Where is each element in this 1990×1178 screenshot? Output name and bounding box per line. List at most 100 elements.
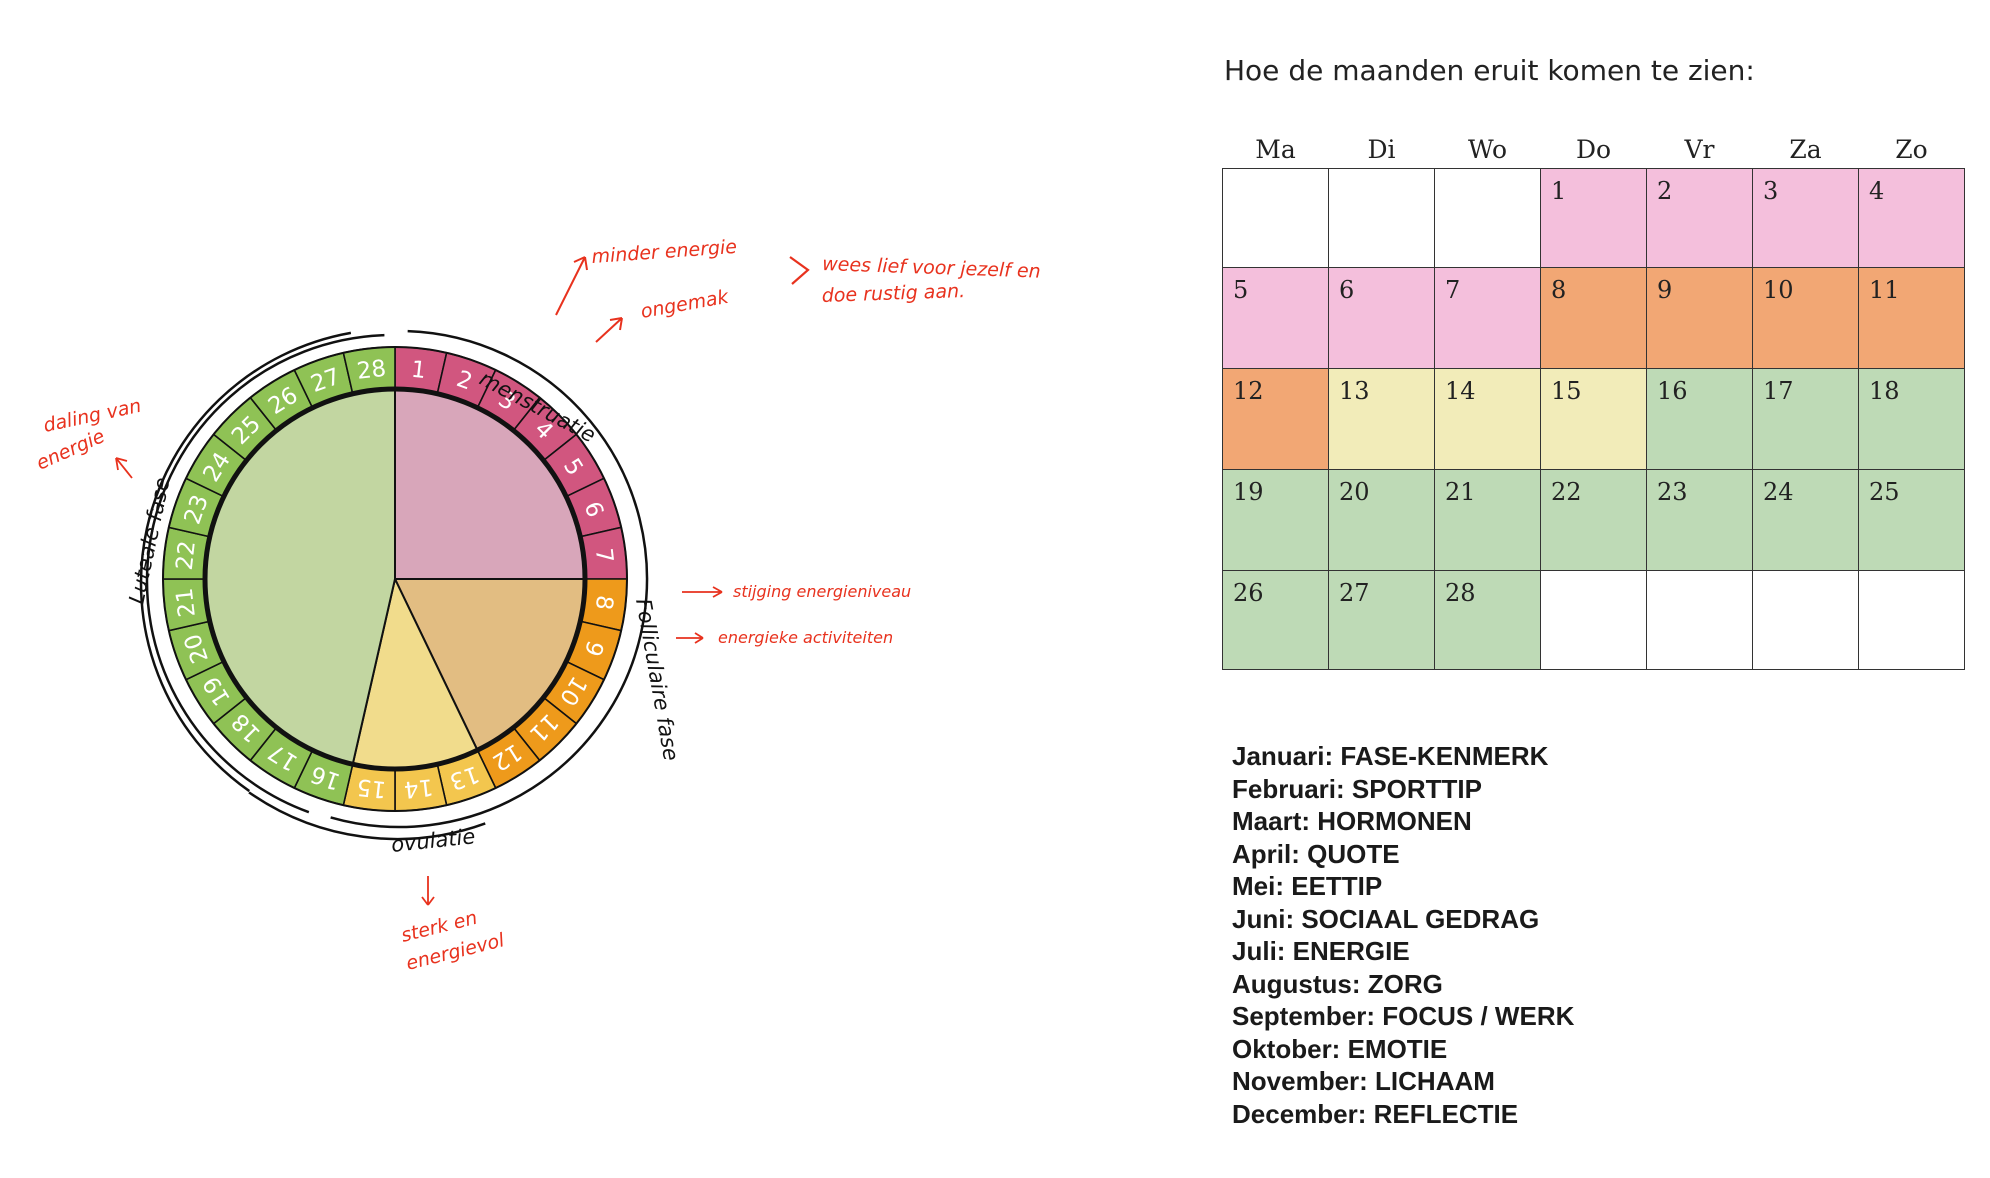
empty-day-cell [1752, 570, 1859, 670]
day-cell-13: 13 [1328, 368, 1435, 470]
calendar-week-row: 19 20 21 22 23 24 25 [1222, 469, 1965, 571]
day-number: 22 [1551, 478, 1582, 506]
day-number-label: 1 [410, 357, 427, 384]
day-number: 19 [1233, 478, 1264, 506]
day-cell-19: 19 [1222, 469, 1329, 571]
cycle-diagram: 1 234567891011121314151617181920212223242… [33, 236, 1041, 975]
month-theme-item: September: FOCUS / WERK [1232, 1001, 1575, 1031]
day-cell-12: 12 [1222, 368, 1329, 470]
day-cell-5: 5 [1222, 267, 1329, 369]
day-number: 11 [1869, 276, 1900, 304]
monthly-themes-list: Januari: FASE-KENMERK Februari: SPORTTIP M… [1232, 740, 1574, 1130]
day-number-label: 15 [355, 773, 387, 802]
day-number: 6 [1339, 276, 1355, 304]
day-segments: 1 234567891011121314151617181920212223242… [162, 346, 628, 812]
day-cell-24: 24 [1752, 469, 1859, 571]
day-cell-26: 26 [1222, 570, 1329, 670]
weekday-di: Di [1367, 134, 1396, 164]
day-number: 1 [1551, 177, 1567, 205]
month-theme-item: December: REFLECTIE [1232, 1098, 1519, 1129]
day-number: 21 [1445, 478, 1476, 506]
month-calendar: Ma Di Wo Do Vr Za Zo 1 2 3 4 5 6 7 8 9 10 11 12 13 14 15 16 17… [1222, 130, 1965, 670]
day-number: 3 [1763, 177, 1779, 205]
arrow-icon [676, 632, 704, 644]
calendar-heading: Hoe de maanden eruit komen te zien: [1224, 54, 1755, 87]
day-number [1647, 571, 1752, 579]
note-energieke: energieke activiteiten [718, 628, 893, 647]
day-number: 24 [1763, 478, 1794, 506]
day-cell-18: 18 [1858, 368, 1965, 470]
day-number: 5 [1233, 276, 1249, 304]
day-number: 16 [1657, 377, 1688, 405]
weekday-vr: Vr [1684, 134, 1715, 164]
day-number: 15 [1551, 377, 1582, 405]
arrow-icon [682, 586, 723, 598]
day-number: 8 [1551, 276, 1567, 304]
month-theme-item: Maart: HORMONEN [1232, 806, 1472, 836]
day-number: 12 [1233, 377, 1264, 405]
day-cell-10: 10 [1752, 267, 1859, 369]
calendar-week-row: 26 27 28 [1222, 570, 1965, 670]
day-cell-15: 15 [1540, 368, 1647, 470]
weekday-wo: Wo [1467, 134, 1508, 164]
day-number: 17 [1763, 377, 1794, 405]
day-cell-2: 2 [1646, 168, 1753, 268]
arrow-icon [555, 256, 588, 316]
note-minder-energie: minder energie [591, 236, 738, 268]
arrow-down-icon [421, 876, 435, 906]
weekday-za: Za [1789, 134, 1822, 164]
outer-ring-arc [330, 329, 649, 829]
month-theme-item: Augustus: ZORG [1232, 968, 1443, 999]
day-number-label: 28 [355, 356, 387, 385]
day-cell-20: 20 [1328, 469, 1435, 571]
day-number-label: 8 [590, 594, 617, 611]
month-theme-item: Juli: ENERGIE [1232, 936, 1410, 966]
calendar-body: 1 2 3 4 5 6 7 8 9 10 11 12 13 14 15 16 17 18 19 20 21 22 23 24 2… [1222, 168, 1965, 670]
outer-ring-arc [248, 791, 486, 841]
empty-day-cell [1328, 168, 1435, 268]
empty-day-cell [1646, 570, 1753, 670]
phase-label-ovulatie: ovulatie [390, 824, 476, 857]
inner-circle [202, 386, 588, 772]
empty-day-cell [1222, 168, 1329, 268]
day-number-label: 22 [172, 539, 201, 571]
day-number [1753, 571, 1858, 579]
day-number: 28 [1445, 579, 1476, 607]
day-cell-4: 4 [1858, 168, 1965, 268]
day-number: 27 [1339, 579, 1370, 607]
day-number: 23 [1657, 478, 1688, 506]
phase-pie [204, 387, 587, 770]
day-number: 10 [1763, 276, 1794, 304]
arrow-icon [115, 457, 133, 479]
day-cell-6: 6 [1328, 267, 1435, 369]
month-theme-item: Oktober: EMOTIE [1232, 1033, 1448, 1064]
day-number: 20 [1339, 478, 1370, 506]
day-number-label: 21 [172, 587, 201, 619]
weekday-header-row: Ma Di Wo Do Vr Za Zo [1223, 130, 1965, 169]
empty-day-cell [1540, 570, 1647, 670]
day-number: 2 [1657, 177, 1673, 205]
month-theme-item: Januari: FASE-KENMERK [1232, 741, 1549, 771]
day-cell-21: 21 [1434, 469, 1541, 571]
phase-label-folliculaire: Folliculaire fase [631, 597, 683, 763]
day-number [1541, 571, 1646, 579]
day-cell-16: 16 [1646, 368, 1753, 470]
day-cell-3: 3 [1752, 168, 1859, 268]
day-number [1329, 169, 1434, 177]
weekday-ma: Ma [1255, 134, 1296, 164]
day-number-label: 7 [590, 547, 617, 564]
note-doe-rustig: doe rustig aan. [821, 280, 965, 307]
day-number [1859, 571, 1964, 579]
day-cell-22: 22 [1540, 469, 1647, 571]
empty-day-cell [1858, 570, 1965, 670]
chevron-right-icon [789, 256, 810, 285]
weekday-do: Do [1575, 134, 1612, 164]
day-cell-1: 1 [1540, 168, 1647, 268]
segment-outer-border [162, 346, 628, 812]
day-number: 4 [1869, 177, 1885, 205]
calendar-week-row: 5 6 7 8 9 10 11 [1222, 267, 1965, 369]
arrow-icon [595, 317, 623, 343]
day-number [1223, 169, 1328, 177]
calendar-week-row: 1 2 3 4 [1222, 168, 1965, 268]
outer-ring-arc [139, 331, 352, 793]
